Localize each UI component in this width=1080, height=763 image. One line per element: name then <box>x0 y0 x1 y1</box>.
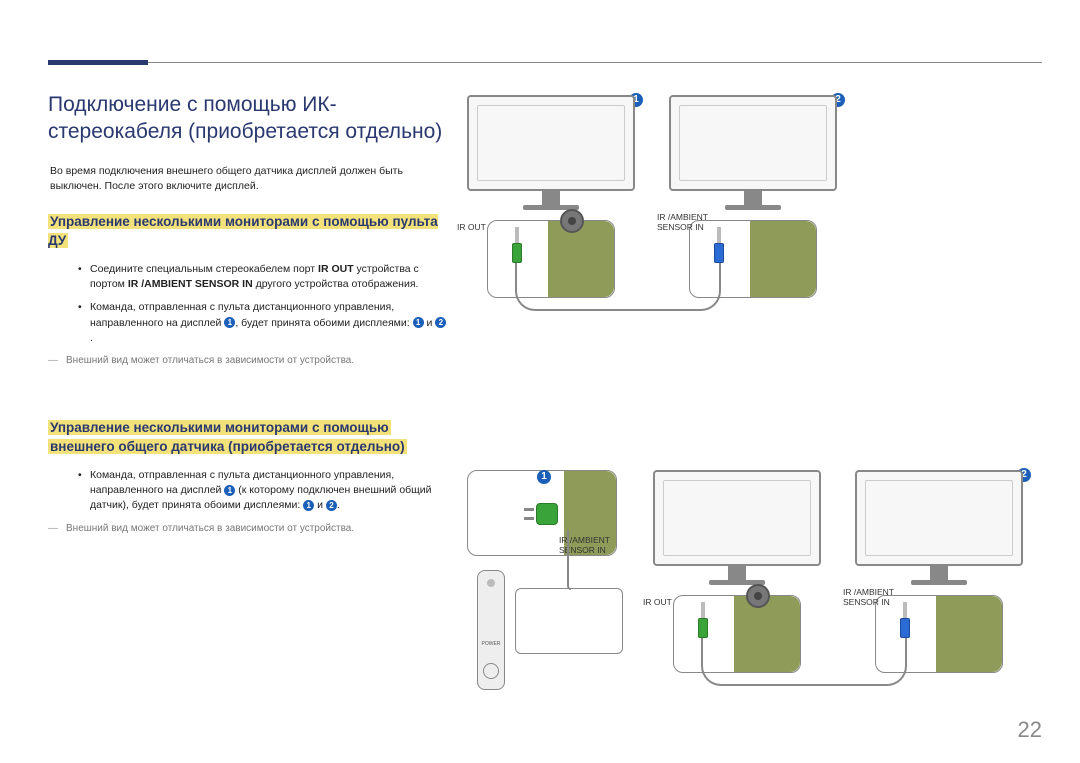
figure-1: 1 2 IR OUT IR /AMBIENTSENSOR IN <box>467 95 1047 315</box>
remote-icon: POWER <box>477 570 505 690</box>
sensor-icon <box>560 209 584 233</box>
header-accent <box>48 60 148 65</box>
figure-2: IR /AMBIENTSENSOR IN POWER 1 2 IR OUT <box>467 470 1047 730</box>
jack-blue-icon <box>900 602 910 638</box>
header-rule <box>48 62 1042 63</box>
page-number: 22 <box>1018 717 1042 743</box>
diagram-column: 1 2 IR OUT IR /AMBIENTSENSOR IN <box>467 95 1047 730</box>
monitor-screen <box>653 470 821 566</box>
cable-icon <box>515 263 721 311</box>
power-label: POWER <box>478 641 504 647</box>
monitor-2: 2 <box>669 95 837 210</box>
monitor-screen <box>669 95 837 191</box>
section2-heading: Управление несколькими мониторами с помо… <box>48 418 448 458</box>
jack-green-icon <box>698 602 708 638</box>
monitor-1: 1 <box>467 95 635 210</box>
monitor-screen <box>467 95 635 191</box>
section1-heading: Управление несколькими мониторами с помо… <box>48 212 448 252</box>
badge-1-icon: 1 <box>537 470 551 484</box>
monitor-screen <box>855 470 1023 566</box>
badge-1-icon: 1 <box>303 500 314 511</box>
sensor-icon <box>746 584 770 608</box>
text-column: Подключение с помощью ИК-стереокабеля (п… <box>48 92 448 536</box>
cable-icon <box>567 530 571 590</box>
sensor-receiver-icon <box>515 588 623 654</box>
badge-2-icon: 2 <box>326 500 337 511</box>
badge-1-icon: 1 <box>224 485 235 496</box>
section1-footnote: Внешний вид может отличаться в зависимос… <box>48 354 448 368</box>
list-item: Команда, отправленная с пульта дистанцио… <box>78 468 448 514</box>
section1-list: Соедините специальным стереокабелем порт… <box>48 262 448 346</box>
port-label-irout: IR OUT <box>457 223 486 233</box>
list-item: Соедините специальным стереокабелем порт… <box>78 262 448 292</box>
section2-list: Команда, отправленная с пульта дистанцио… <box>48 468 448 514</box>
monitor-1: 1 <box>653 470 821 585</box>
jack-green-icon <box>512 227 522 263</box>
monitor-2: 2 <box>855 470 1023 585</box>
plug-icon <box>524 503 558 525</box>
badge-1-icon: 1 <box>224 317 235 328</box>
jack-blue-icon <box>714 227 724 263</box>
cable-icon <box>701 638 907 686</box>
intro-paragraph: Во время подключения внешнего общего дат… <box>48 164 448 194</box>
badge-2-icon: 2 <box>435 317 446 328</box>
list-item: Команда, отправленная с пульта дистанцио… <box>78 300 448 346</box>
badge-1-icon: 1 <box>413 317 424 328</box>
port-label-irout: IR OUT <box>643 598 672 608</box>
page-title: Подключение с помощью ИК-стереокабеля (п… <box>48 92 448 146</box>
section2-footnote: Внешний вид может отличаться в зависимос… <box>48 522 448 536</box>
